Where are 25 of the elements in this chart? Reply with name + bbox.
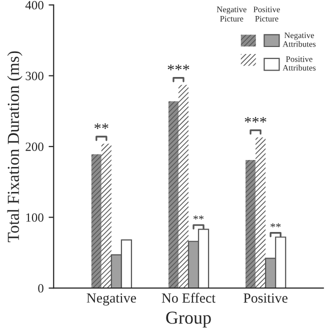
y-tick-label: 0 (38, 284, 44, 293)
y-tick-label: 200 (26, 142, 44, 151)
legend-label: Positive Attributes (282, 56, 316, 71)
annotation: ** (270, 223, 281, 228)
annotation: ** (194, 215, 204, 220)
y-tick-label: 100 (26, 213, 44, 222)
x-axis-title: Group (166, 312, 211, 328)
annotation: *** (244, 116, 266, 123)
y-tick-label: 400 (25, 0, 44, 10)
annotation: Negative Picture (216, 6, 246, 22)
bar (178, 84, 188, 288)
y-axis-title: Total Fixation Duration (ms) (7, 51, 22, 242)
bar (101, 144, 112, 288)
x-tick-label: Negative (86, 293, 136, 306)
bar (246, 160, 256, 288)
annotation: Positive Picture (254, 6, 280, 22)
bar (256, 137, 266, 288)
y-tick-label: 300 (26, 72, 44, 80)
legend-label: Negative Attributes (282, 32, 316, 47)
x-tick-label: No Effect (162, 292, 216, 303)
bar (168, 101, 178, 288)
annotation: ** (94, 123, 108, 129)
bar (91, 154, 102, 288)
annotation: *** (168, 64, 190, 70)
x-tick-label: Positive (244, 293, 288, 303)
